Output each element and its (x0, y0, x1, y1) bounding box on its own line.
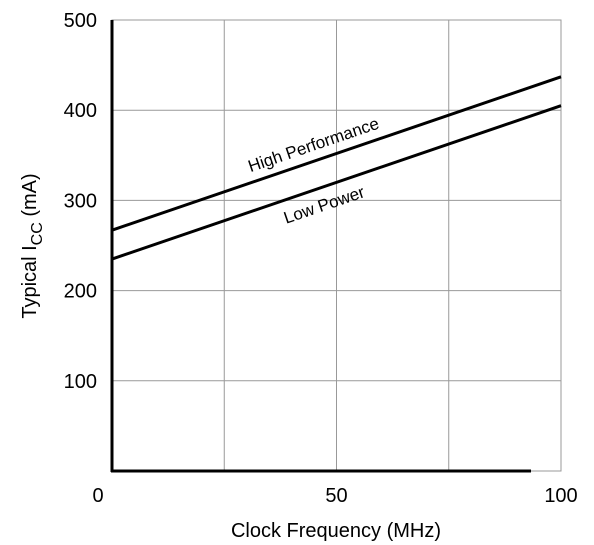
y-axis-title: Typical ICC (mA) (19, 173, 46, 318)
series-layer (111, 75, 562, 261)
tick-labels: 100 200 300 400 500 0 50 100 (64, 10, 578, 507)
x-tick-label-50: 50 (325, 485, 347, 507)
y-tick-label-300: 300 (64, 190, 97, 212)
series-label-low-power: Low Power (281, 182, 367, 227)
x-tick-label-100: 100 (544, 485, 577, 507)
y-axis-title-subscript: CC (29, 222, 46, 245)
series-line-low-power (111, 104, 562, 261)
y-tick-label-200: 200 (64, 281, 97, 303)
axis-layer (110, 20, 531, 473)
y-axis-title-unit: (mA) (19, 173, 41, 222)
x-tick-label-0: 0 (92, 485, 103, 507)
grid-layer (111, 19, 562, 472)
y-axis-title-main: Typical I (19, 245, 41, 318)
y-tick-label-500: 500 (64, 10, 97, 32)
y-tick-label-100: 100 (64, 371, 97, 393)
series-line-high-performance (111, 75, 562, 232)
y-tick-label-400: 400 (64, 100, 97, 122)
x-axis-title: Clock Frequency (MHz) (231, 520, 441, 542)
